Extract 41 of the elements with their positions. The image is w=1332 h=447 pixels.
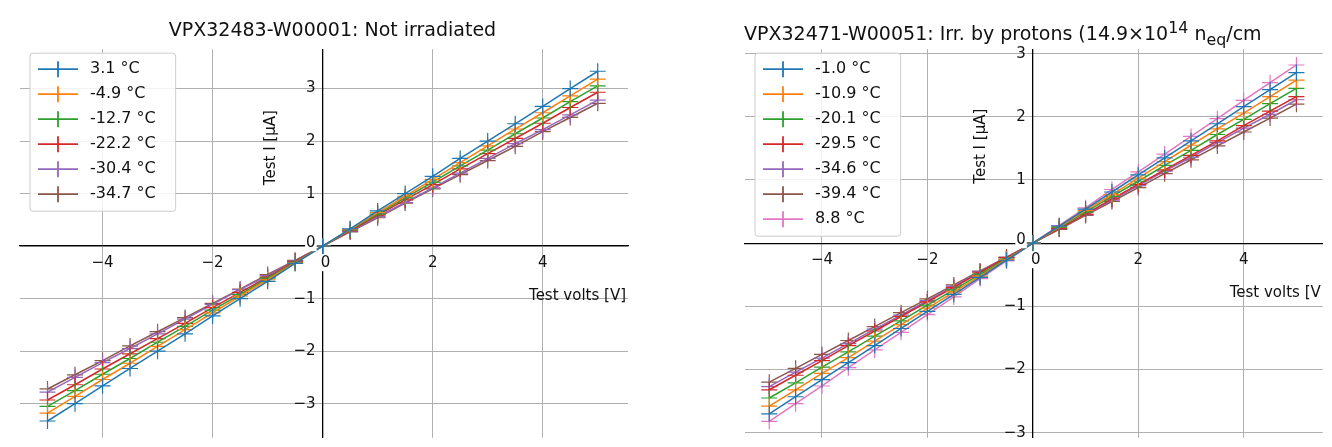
legend-label: -29.5 °C bbox=[815, 133, 881, 153]
y-tick-label: 0 bbox=[306, 233, 316, 252]
x-tick-label: −2 bbox=[916, 249, 939, 268]
legend-label: -30.4 °C bbox=[90, 158, 156, 178]
legend-label: -22.2 °C bbox=[90, 133, 156, 153]
x-tick-label: 4 bbox=[537, 252, 548, 271]
x-tick-label: 0 bbox=[1031, 249, 1041, 268]
y-tick-label: 0 bbox=[1016, 230, 1026, 249]
legend-label: 3.1 °C bbox=[90, 58, 140, 78]
legend-label: -39.4 °C bbox=[815, 183, 881, 203]
legend-label: -34.6 °C bbox=[815, 158, 881, 178]
y-tick-label: −1 bbox=[293, 288, 316, 307]
y-tick-label: −1 bbox=[1003, 296, 1026, 315]
x-tick-label: 4 bbox=[1238, 249, 1249, 268]
x-tick-label: −4 bbox=[810, 249, 834, 268]
y-tick-label: 3 bbox=[306, 78, 316, 97]
legend-label: -12.7 °C bbox=[90, 108, 156, 128]
legend-label: -4.9 °C bbox=[90, 83, 146, 103]
y-tick-label: 1 bbox=[306, 183, 316, 202]
chart-title: VPX32483-W00001: Not irradiated bbox=[167, 18, 498, 40]
legend-label: -1.0 °C bbox=[815, 58, 871, 78]
legend-label: 8.8 °C bbox=[815, 208, 865, 228]
x-tick-label: −2 bbox=[201, 252, 224, 271]
y-tick-label: −3 bbox=[293, 393, 316, 412]
y-tick-label: −2 bbox=[293, 341, 316, 360]
y-axis-title: Test I [μA] bbox=[260, 110, 279, 187]
legend-label: -10.9 °C bbox=[815, 83, 881, 103]
x-tick-label: 0 bbox=[320, 252, 331, 271]
legend-label: -20.1 °C bbox=[815, 108, 881, 128]
y-tick-label: 2 bbox=[306, 130, 316, 149]
legend-label: -34.7 °C bbox=[90, 183, 156, 203]
y-tick-label: 1 bbox=[1016, 169, 1026, 188]
y-tick-label: 2 bbox=[1016, 106, 1026, 125]
x-axis-title: Test volts [V bbox=[1228, 283, 1322, 302]
y-tick-label: −2 bbox=[1003, 359, 1026, 378]
x-tick-label: −4 bbox=[91, 252, 114, 271]
x-tick-label: 2 bbox=[427, 252, 438, 271]
y-tick-label: −3 bbox=[1003, 422, 1026, 441]
x-axis-title: Test volts [V] bbox=[528, 286, 626, 305]
y-axis-title: Test I [μA] bbox=[970, 108, 989, 185]
x-tick-label: 2 bbox=[1133, 249, 1144, 268]
